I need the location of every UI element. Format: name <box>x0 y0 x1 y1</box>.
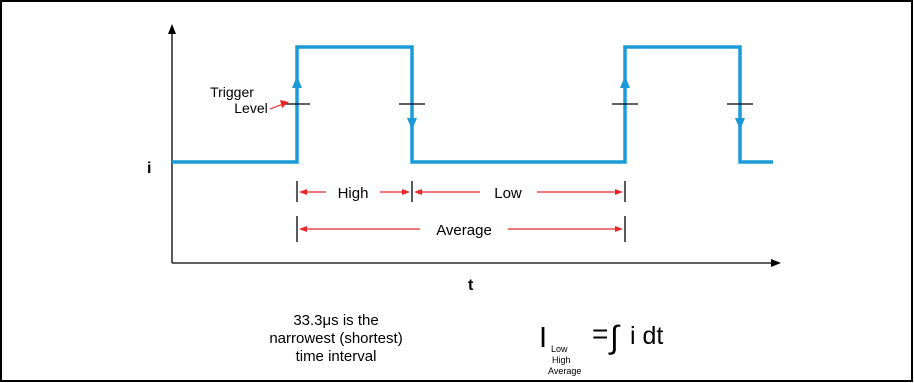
y-axis-arrowhead <box>168 24 176 34</box>
rising-edge-arrow-2 <box>620 76 630 88</box>
low-arrow-left-head <box>414 189 422 195</box>
formula-sub-low: Low <box>551 344 568 354</box>
high-arrow-left-head <box>299 189 307 195</box>
trigger-pointer-arrowhead <box>280 100 289 108</box>
formula-sub-high: High <box>552 355 571 365</box>
average-arrow-right-head <box>615 226 623 232</box>
rising-edge-arrow-1 <box>292 76 302 88</box>
low-label: Low <box>494 185 522 202</box>
low-arrow-right-head <box>615 189 623 195</box>
trigger-label-line1: Trigger <box>210 84 254 100</box>
formula-symbol: I <box>539 322 547 354</box>
note-line2: narrowest (shortest) <box>269 330 402 347</box>
trigger-label-line2: Level <box>234 100 267 116</box>
falling-edge-arrow-2 <box>735 118 745 130</box>
average-label: Average <box>436 222 492 239</box>
note-line1: 33.3μs is the <box>293 312 378 329</box>
formula-sub-average: Average <box>548 366 581 376</box>
x-axis-label: t <box>468 277 474 294</box>
average-arrow-left-head <box>299 226 307 232</box>
y-axis-label: i <box>147 160 151 177</box>
trigger-pointer-arrow <box>269 103 284 110</box>
note-line3: time interval <box>296 348 377 365</box>
x-axis-arrowhead <box>771 259 781 267</box>
falling-edge-arrow-1 <box>407 118 417 130</box>
high-arrow-right-head <box>402 189 410 195</box>
formula-equals: = <box>592 318 608 349</box>
formula-integrand: i dt <box>630 322 663 350</box>
formula-integral: ∫ <box>608 319 621 355</box>
high-label: High <box>338 185 369 202</box>
